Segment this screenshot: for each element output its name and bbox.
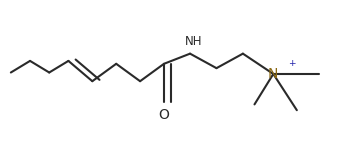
Text: +: +: [288, 59, 295, 68]
Text: O: O: [159, 108, 169, 122]
Text: N: N: [268, 67, 278, 81]
Text: NH: NH: [185, 35, 202, 48]
